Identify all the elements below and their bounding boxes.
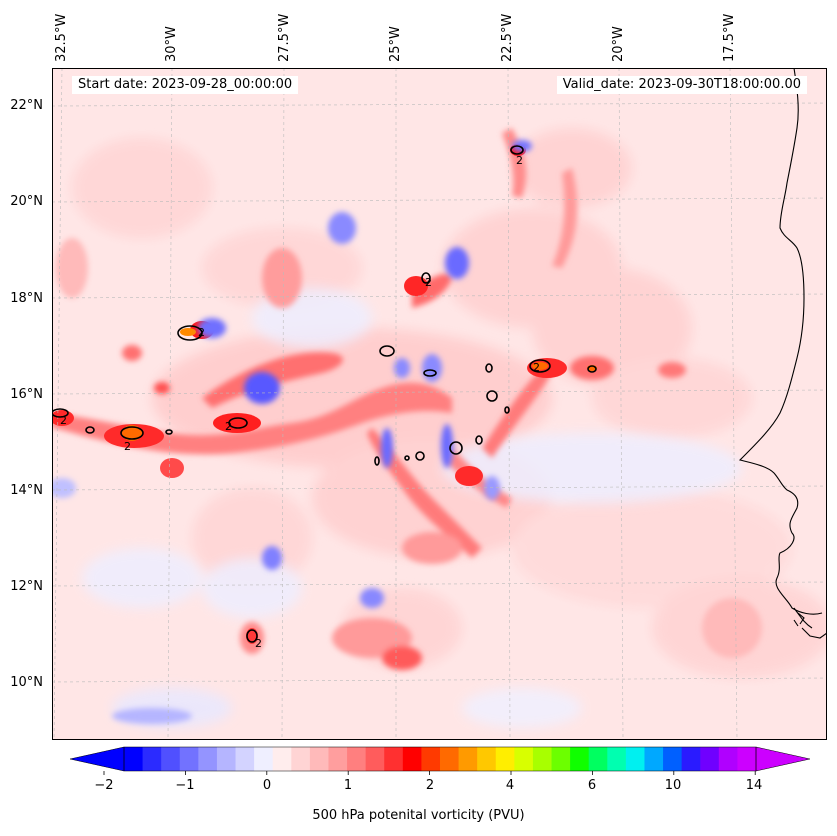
coastline-guinea bbox=[793, 612, 827, 639]
lat-label: 16°N bbox=[10, 387, 43, 402]
start-date-label: Start date: 2023-09-28_00:00:00 bbox=[72, 76, 299, 94]
colorbar-title: 500 hPa potenital vorticity (PVU) bbox=[312, 808, 525, 823]
graticule bbox=[52, 68, 827, 740]
colorbar-ticks bbox=[103, 771, 756, 775]
map-frame bbox=[52, 68, 827, 740]
colorbar-cells bbox=[124, 747, 757, 771]
colorbar-cell bbox=[495, 747, 515, 771]
colorbar-cell bbox=[551, 747, 571, 771]
colorbar-tick-label: 10 bbox=[664, 778, 682, 793]
valid-date-label: Valid_date: 2023-09-30T18:00:00.00 bbox=[556, 76, 807, 94]
contour-label: 2 bbox=[425, 276, 432, 289]
colorbar-cell bbox=[663, 747, 683, 771]
colorbar-cell bbox=[644, 747, 664, 771]
lat-label: 10°N bbox=[10, 675, 43, 690]
colorbar bbox=[70, 746, 810, 775]
colorbar-frame bbox=[123, 746, 757, 772]
coastline-africa bbox=[738, 68, 823, 629]
colorbar-cell bbox=[607, 747, 627, 771]
colorbar-cell bbox=[347, 747, 367, 771]
colorbar-cell bbox=[440, 747, 460, 771]
colorbar-tick-label: 4 bbox=[505, 778, 515, 793]
colorbar-max-extension bbox=[755, 746, 810, 772]
colorbar-cell bbox=[588, 747, 608, 771]
colorbar-tick-label: 2 bbox=[425, 778, 435, 793]
colorbar-cell bbox=[681, 747, 701, 771]
colorbar-cell bbox=[235, 747, 255, 771]
lon-label: 30°W bbox=[164, 26, 179, 62]
colorbar-tick-label: 1 bbox=[343, 778, 353, 793]
lat-label: 18°N bbox=[10, 291, 43, 306]
contour-label: 2 bbox=[516, 154, 523, 167]
colorbar-tick-label: 6 bbox=[587, 778, 597, 793]
colorbar-cell bbox=[328, 747, 348, 771]
colorbar-cell bbox=[570, 747, 590, 771]
colorbar-cell bbox=[291, 747, 311, 771]
lat-label: 12°N bbox=[10, 579, 43, 594]
colorbar-cell bbox=[514, 747, 534, 771]
contour-label: 2 bbox=[60, 414, 67, 427]
pv-map: 2 2 2 2 2 2 2 2 bbox=[52, 68, 827, 740]
colorbar-tick-label: −2 bbox=[94, 778, 114, 793]
colorbar-cell bbox=[700, 747, 720, 771]
colorbar-cell bbox=[477, 747, 497, 771]
lon-label: 17.5°W bbox=[722, 13, 737, 62]
colorbar-cell bbox=[421, 747, 441, 771]
colorbar-cell bbox=[272, 747, 292, 771]
colorbar-cell bbox=[124, 747, 144, 771]
contour-label: 2 bbox=[198, 326, 205, 339]
colorbar-cell bbox=[161, 747, 181, 771]
lon-label: 32.5°W bbox=[54, 13, 69, 62]
lat-label: 20°N bbox=[10, 194, 43, 209]
colorbar-cell bbox=[737, 747, 757, 771]
lat-label: 14°N bbox=[10, 483, 43, 498]
contour-label: 2 bbox=[225, 420, 232, 433]
colorbar-cell bbox=[142, 747, 162, 771]
pv-contour-labels: 2 2 2 2 2 2 2 2 bbox=[60, 154, 540, 650]
colorbar-cell bbox=[384, 747, 404, 771]
colorbar-tick-label: 14 bbox=[745, 778, 763, 793]
lat-label: 22°N bbox=[10, 98, 43, 113]
colorbar-cell bbox=[458, 747, 478, 771]
lon-label: 22.5°W bbox=[500, 13, 515, 62]
lon-label: 20°W bbox=[611, 26, 626, 62]
colorbar-cell bbox=[179, 747, 199, 771]
colorbar-min-extension bbox=[70, 746, 125, 772]
contour-label: 2 bbox=[255, 637, 262, 650]
contour-label: 2 bbox=[533, 361, 540, 374]
lon-label: 25°W bbox=[388, 26, 403, 62]
colorbar-cell bbox=[532, 747, 553, 771]
colorbar-cell bbox=[365, 747, 385, 771]
colorbar-cell bbox=[402, 747, 423, 771]
colorbar-cell bbox=[309, 747, 330, 771]
colorbar-cell bbox=[216, 747, 237, 771]
colorbar-cell bbox=[625, 747, 646, 771]
pv-2-contours bbox=[52, 145, 597, 643]
colorbar-tick-label: −1 bbox=[175, 778, 195, 793]
contour-label: 2 bbox=[124, 440, 131, 453]
colorbar-cell bbox=[718, 747, 739, 771]
lon-label: 27.5°W bbox=[277, 13, 292, 62]
colorbar-cell bbox=[198, 747, 218, 771]
pv-minima bbox=[52, 140, 532, 724]
colorbar-tick-label: 0 bbox=[262, 778, 272, 793]
colorbar-cell bbox=[254, 747, 274, 771]
